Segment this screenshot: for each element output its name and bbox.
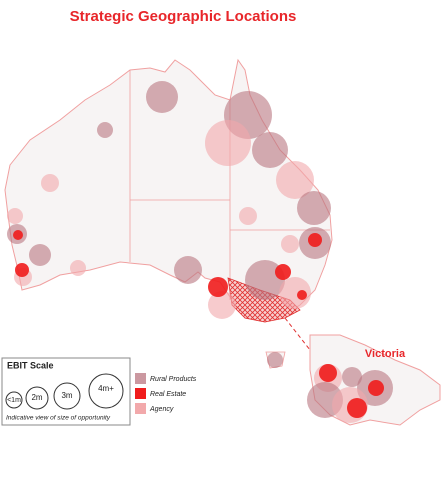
rural-bubble	[252, 132, 288, 168]
scale-circle	[53, 382, 81, 410]
rural-bubble	[267, 352, 283, 368]
scale-title: EBIT Scale	[7, 360, 54, 370]
rural-bubble	[29, 244, 51, 266]
rural-bubble	[174, 256, 202, 284]
legend-swatch	[135, 373, 146, 384]
rural-bubble	[297, 191, 331, 225]
agency-bubble	[7, 208, 23, 224]
scale-size: 3m	[61, 391, 72, 400]
scale-circle	[25, 386, 49, 410]
scale-size: 2m	[31, 393, 42, 402]
map-title: Strategic Geographic Locations	[70, 8, 297, 25]
rural-bubble	[146, 81, 178, 113]
estate-bubble	[208, 277, 228, 297]
state-borders	[129, 70, 330, 300]
estate-bubble	[347, 398, 367, 418]
agency-bubble	[279, 277, 311, 309]
legend-swatch	[135, 403, 146, 414]
rural-bubble	[97, 122, 113, 138]
legend-swatch	[135, 388, 146, 399]
estate-bubble	[319, 364, 337, 382]
ebit-scale: EBIT Scale <1m 2m 3m 4m+ Indicative view…	[1, 357, 131, 426]
agency-bubble	[205, 120, 251, 166]
scale-note: Indicative view of size of opportunity	[6, 415, 111, 422]
legend-label: Agency	[149, 406, 174, 413]
agency-bubble	[70, 260, 86, 276]
estate-bubble	[308, 233, 322, 247]
estate-bubble	[297, 290, 307, 300]
agency-bubble	[281, 235, 299, 253]
legend-label: Real Estate	[150, 391, 186, 398]
estate-bubble	[15, 263, 29, 277]
scale-circle	[88, 373, 124, 409]
scale-circle	[5, 391, 23, 409]
scale-size: 4m+	[98, 384, 114, 393]
legend-label: Rural Products	[150, 376, 197, 383]
agency-bubble	[276, 161, 314, 199]
bubbles	[7, 81, 393, 423]
legend: Rural Products Real Estate Agency	[135, 373, 197, 414]
estate-bubble	[13, 230, 23, 240]
agency-bubble	[41, 174, 59, 192]
inset-label: Victoria	[365, 348, 406, 360]
inset-connector	[284, 317, 311, 351]
estate-bubble	[368, 380, 384, 396]
rural-bubble	[245, 260, 285, 300]
rural-bubble	[342, 367, 362, 387]
agency-bubble	[208, 291, 236, 319]
estate-bubble	[275, 264, 291, 280]
scale-size: <1m	[7, 397, 21, 404]
agency-bubble	[239, 207, 257, 225]
